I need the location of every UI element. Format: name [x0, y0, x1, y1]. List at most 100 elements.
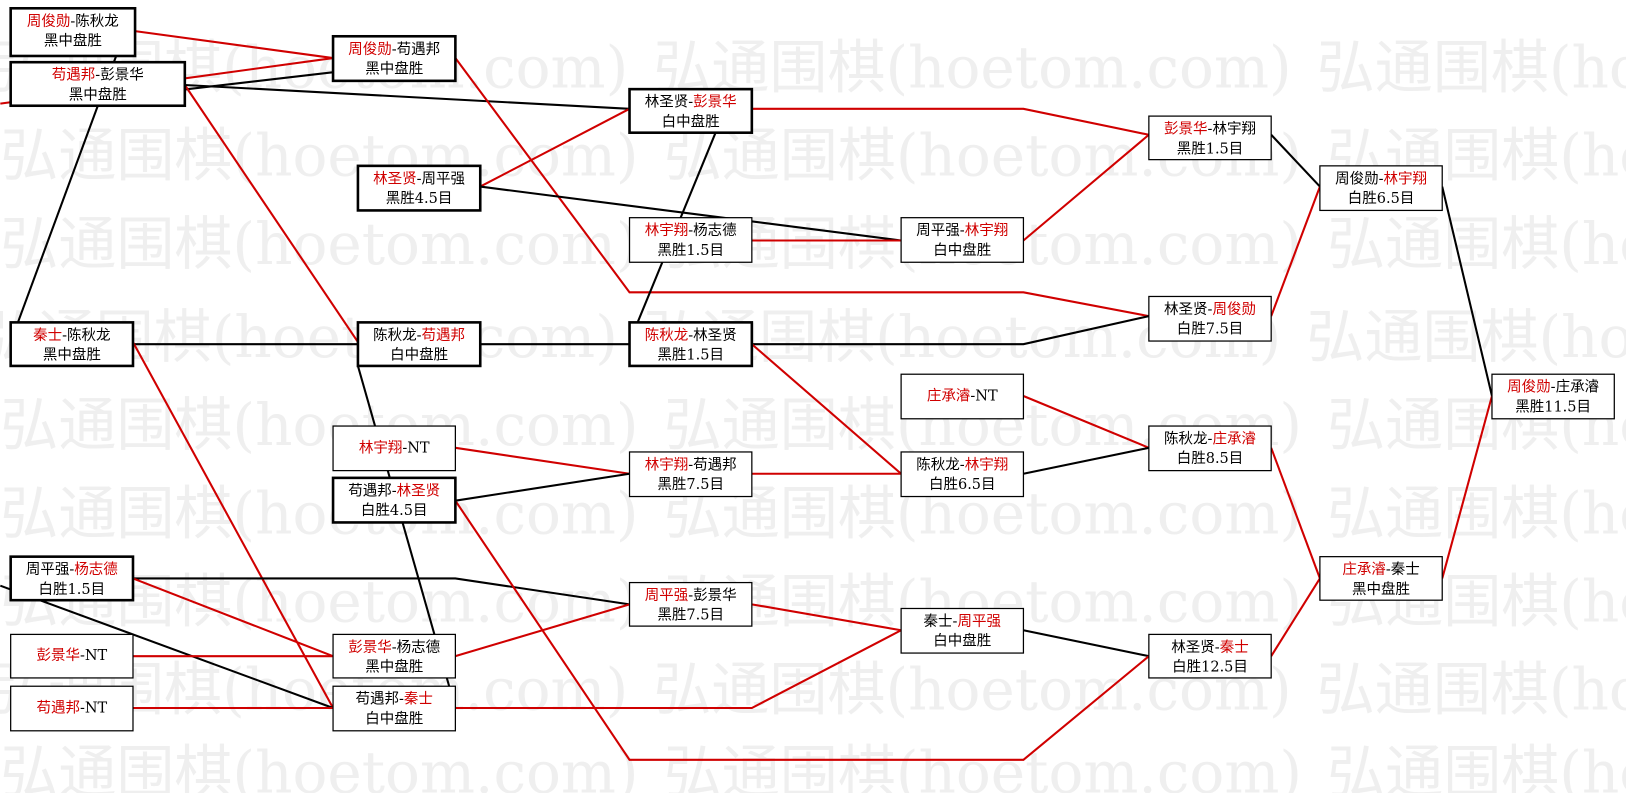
connector — [132, 577, 334, 658]
player-name: 彭景华 — [100, 67, 144, 84]
connector — [132, 341, 334, 709]
pairing: 林圣贤-周俊勋 — [1164, 301, 1256, 318]
connector — [454, 500, 1150, 761]
box-frame — [332, 425, 456, 472]
separator: - — [69, 562, 74, 578]
watermark: 弘通围棋(hoetom.com) — [0, 479, 638, 547]
player-name: 陈秋龙 — [1164, 430, 1208, 448]
match-box: 苟遇邦-NT — [10, 685, 134, 732]
connector — [1023, 629, 1150, 658]
result: 黑中盘胜 — [44, 31, 102, 49]
separator: - — [688, 588, 693, 604]
player-name: 周平强 — [916, 223, 960, 239]
separator: - — [688, 457, 693, 473]
pairing: 苟遇邦-林圣贤 — [348, 482, 440, 499]
box-frame — [628, 87, 754, 134]
player-name: 周平强 — [957, 614, 1001, 630]
separator: - — [970, 389, 975, 405]
separator: - — [80, 701, 85, 717]
connector — [1270, 447, 1321, 579]
watermark: 弘通围棋(hoetom.com) — [653, 34, 1291, 102]
result: 白胜12.5目 — [1172, 659, 1248, 676]
connector — [183, 84, 359, 343]
box-frame — [1148, 633, 1272, 679]
result: 黑中盘胜 — [69, 85, 127, 103]
separator: - — [392, 640, 397, 656]
separator: - — [960, 223, 965, 239]
result: 白中盘胜 — [933, 632, 991, 650]
box-frame — [1148, 425, 1272, 472]
player-name: 杨志德 — [693, 222, 737, 239]
watermark: 弘通围棋(hoetom.com) — [0, 210, 638, 278]
box-frame — [628, 321, 754, 368]
pairing: 苟遇邦-NT — [36, 700, 107, 717]
watermark: 弘通围棋(hoetom.com) — [0, 391, 638, 459]
separator: - — [688, 95, 693, 111]
player-name: 林圣贤 — [1171, 639, 1215, 656]
result: 黑胜7.5目 — [657, 607, 724, 624]
player-name: 周俊勋 — [348, 41, 392, 58]
player-name: 苟遇邦 — [693, 456, 737, 473]
box-frame — [356, 321, 482, 368]
box-frame — [10, 685, 134, 732]
pairing: 林宇翔-苟遇邦 — [645, 456, 737, 473]
result: 白胜6.5目 — [1348, 190, 1415, 207]
pairing: 林圣贤-彭景华 — [645, 94, 737, 111]
match-box: 庄承濬-NT — [900, 373, 1025, 420]
separator: - — [402, 440, 407, 456]
result: 白中盘胜 — [365, 709, 423, 727]
pairing: 彭景华-NT — [36, 647, 107, 664]
pairing: 周俊勋-苟遇邦 — [348, 41, 440, 58]
box-frame — [1148, 295, 1272, 342]
result: 白中盘胜 — [933, 241, 991, 259]
pairing: 庄承濬-NT — [927, 387, 998, 405]
player-name: 苟遇邦 — [52, 67, 96, 84]
result: 黑胜4.5目 — [386, 190, 453, 207]
match-box: 彭景华-NT — [10, 633, 134, 679]
box-frame — [9, 321, 135, 368]
box-frame — [331, 34, 457, 83]
player-name: 林宇翔 — [965, 222, 1009, 239]
pairing: 周平强-杨志德 — [26, 561, 118, 578]
separator: - — [1379, 171, 1384, 187]
separator: - — [1208, 122, 1213, 138]
player-name: 苟遇邦 — [422, 327, 465, 344]
separator: - — [960, 457, 965, 473]
watermark: 弘通围棋(hoetom.com) — [1327, 479, 1626, 547]
player-name: 林宇翔 — [965, 456, 1009, 473]
watermark-layer: 弘通围棋(hoetom.com) 弘通围棋(hoetom.com) 弘通围棋(hoe… — [0, 34, 1626, 793]
connector — [1270, 134, 1321, 188]
watermark: 弘通围棋(hoetom.com) — [0, 738, 638, 793]
separator: - — [1215, 640, 1220, 656]
pairing: 彭景华-林宇翔 — [1164, 121, 1256, 138]
separator: - — [953, 614, 958, 630]
box-frame — [10, 633, 134, 679]
result: 白胜1.5目 — [39, 581, 106, 598]
pairing: 陈秋龙-苟遇邦 — [373, 326, 465, 344]
separator: - — [62, 328, 67, 344]
watermark: 弘通围棋(hoetom.com) — [1327, 738, 1626, 793]
watermark: 弘通围棋(hoetom.com) — [1306, 303, 1626, 371]
player-name: NT — [85, 648, 108, 664]
result: 白胜8.5目 — [1177, 450, 1244, 467]
watermark: 弘通围棋(hoetom.com) — [664, 738, 1302, 793]
player-name: 庄承濬 — [927, 387, 971, 405]
player-name: NT — [975, 389, 998, 405]
player-name: 苟遇邦 — [397, 41, 441, 58]
result: 黑胜11.5目 — [1515, 398, 1591, 415]
